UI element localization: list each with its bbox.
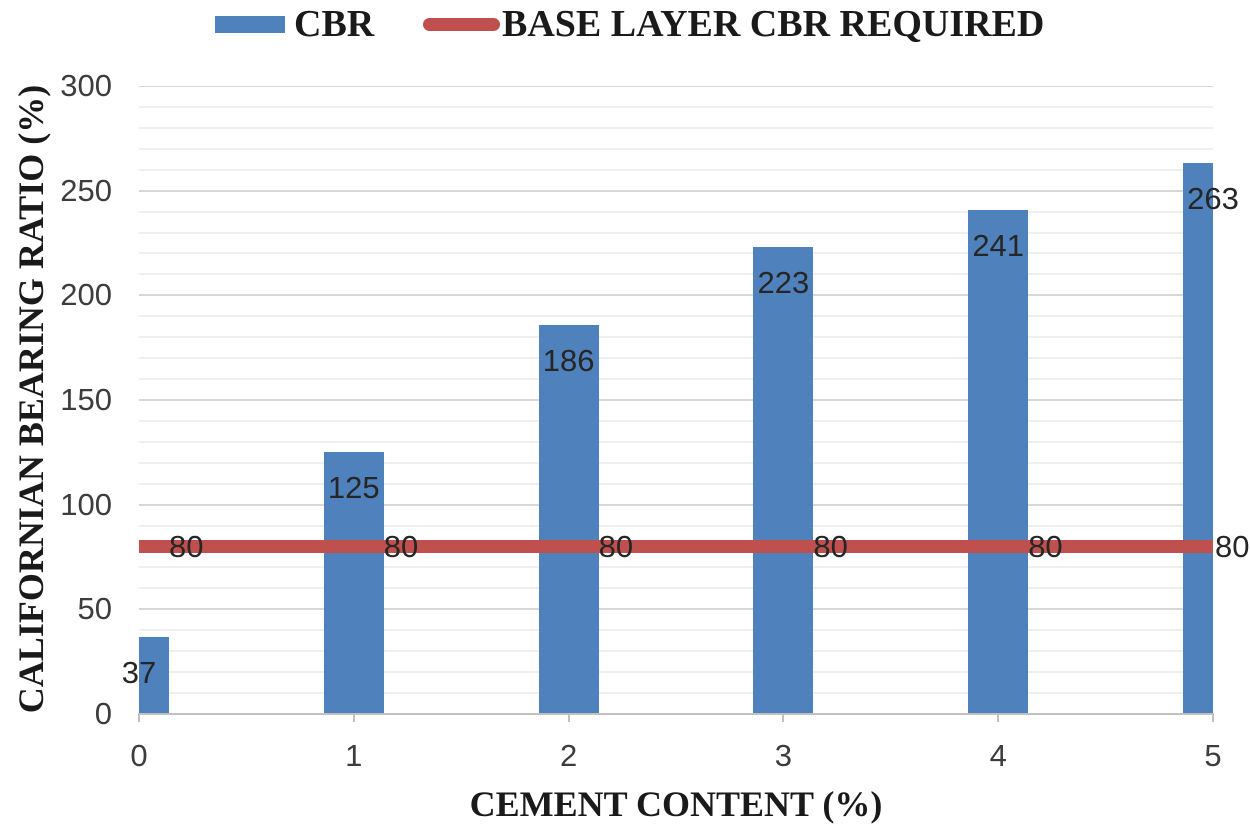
gridline-minor [139,126,1213,129]
gridline-major [139,503,1213,506]
plot-area [139,86,1213,714]
gridline-minor [139,440,1213,443]
x-tick-label: 1 [345,738,363,773]
bar [753,247,814,714]
x-tick-label: 5 [1204,738,1222,773]
series-line [139,540,1213,554]
x-tick-mark [782,713,785,722]
x-tick-mark [997,713,1000,722]
gridline-minor [139,231,1213,234]
gridline-minor [139,378,1213,381]
x-tick-mark [567,713,570,722]
gridline-major [139,86,1213,87]
gridline-minor [139,482,1213,485]
legend-item-base-layer: BASE LAYER CBR REQUIRED [423,4,1044,44]
gridline-major [139,294,1213,297]
gridline-minor [139,147,1213,150]
bar [1183,163,1213,714]
bar [538,324,599,714]
x-tick-label: 0 [130,738,148,773]
gridline-minor [139,315,1213,318]
gridline-minor [139,168,1213,171]
x-tick-label: 3 [774,738,793,773]
legend-item-cbr: CBR [215,4,374,44]
gridline-minor [139,692,1213,695]
x-tick-mark [138,713,140,722]
x-tick-mark [352,713,355,722]
legend-swatch-bar-icon [215,15,285,33]
gridline-minor [139,273,1213,276]
gridline-minor [139,210,1213,213]
gridline-minor [139,336,1213,339]
y-axis-title: CALIFORNIAN BEARING RATIO (%) [11,84,51,714]
gridline-minor [139,461,1213,464]
x-axis-title: CEMENT CONTENT (%) [469,784,883,824]
gridline-minor [139,252,1213,255]
bar [968,209,1029,714]
gridline-minor [139,587,1213,590]
bar [139,636,169,714]
gridline-minor [139,629,1213,632]
x-tick-label: 4 [989,738,1007,773]
gridline-minor [139,105,1213,108]
gridline-minor [139,650,1213,653]
gridline-minor [139,671,1213,674]
gridline-major [139,399,1213,401]
line-value-label: 80 [1215,528,1250,564]
gridline-minor [139,566,1213,569]
legend-swatch-line-icon [423,17,500,31]
gridline-minor [139,419,1213,422]
x-tick-mark [1212,713,1214,722]
gridline-minor [139,524,1213,527]
bar [323,452,384,714]
legend-label-base-layer: BASE LAYER CBR REQUIRED [502,3,1045,45]
legend-label-cbr: CBR [294,3,375,45]
gridline-minor [139,357,1213,360]
gridline-major [139,189,1213,192]
x-tick-label: 2 [559,738,578,773]
gridline-major [139,608,1213,611]
